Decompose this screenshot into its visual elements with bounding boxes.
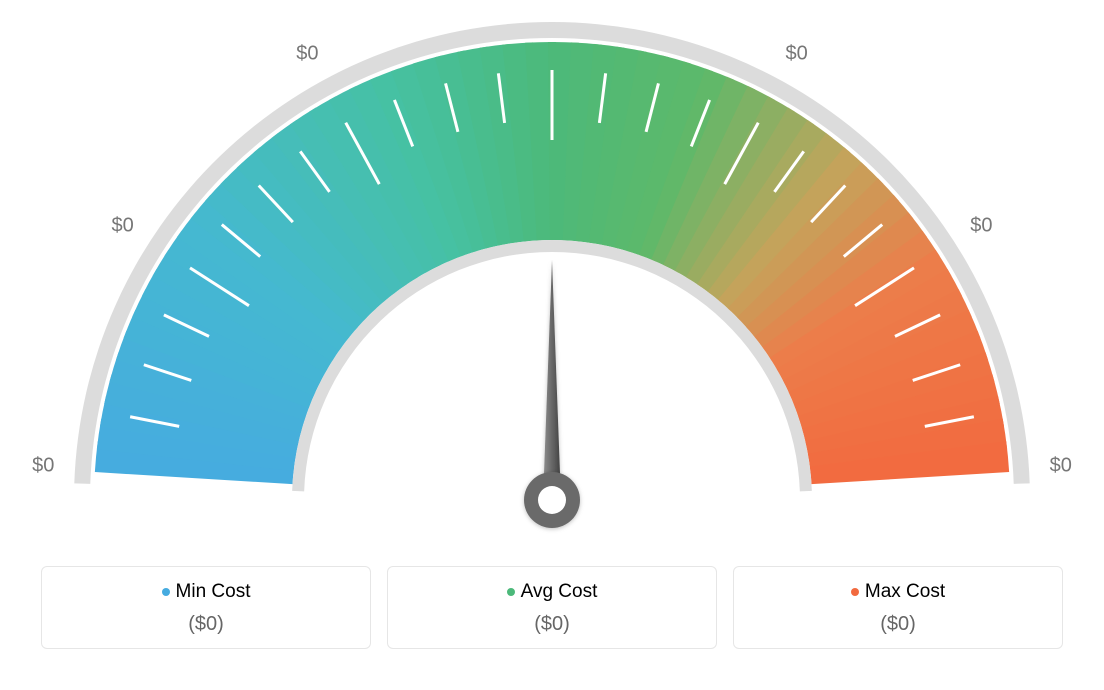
gauge-tick-label: $0	[112, 215, 134, 237]
legend-card-min: Min Cost ($0)	[41, 566, 371, 649]
gauge-svg: $0 $0 $0 $0 $0 $0 $0	[0, 0, 1104, 560]
legend-value-avg: ($0)	[406, 613, 698, 636]
gauge-tick-label: $0	[786, 43, 808, 65]
legend-value-min: ($0)	[60, 613, 352, 636]
gauge-tick-label: $0	[970, 215, 992, 237]
gauge-tick-label: $0	[1050, 454, 1072, 476]
gauge-chart-container: $0 $0 $0 $0 $0 $0 $0 Min Cost ($0) Avg Cost ($…	[0, 0, 1104, 690]
legend-text-max: Max Cost	[865, 581, 945, 602]
gauge-tick-label: $0	[296, 43, 318, 65]
legend-text-avg: Avg Cost	[521, 581, 598, 602]
gauge-tick-label: $0	[32, 454, 54, 476]
legend-dot-min	[162, 588, 170, 596]
legend-card-avg: Avg Cost ($0)	[387, 566, 717, 649]
legend-label-min: Min Cost	[60, 581, 352, 603]
legend-dot-avg	[507, 588, 515, 596]
legend-value-max: ($0)	[752, 613, 1044, 636]
legend-label-avg: Avg Cost	[406, 581, 698, 603]
legend-row: Min Cost ($0) Avg Cost ($0) Max Cost ($0…	[0, 566, 1104, 649]
gauge-area: $0 $0 $0 $0 $0 $0 $0	[0, 0, 1104, 560]
gauge-needle	[543, 260, 561, 500]
gauge-tick-label: $0	[541, 0, 563, 2]
legend-label-max: Max Cost	[752, 581, 1044, 603]
legend-dot-max	[851, 588, 859, 596]
legend-text-min: Min Cost	[176, 581, 251, 602]
legend-card-max: Max Cost ($0)	[733, 566, 1063, 649]
